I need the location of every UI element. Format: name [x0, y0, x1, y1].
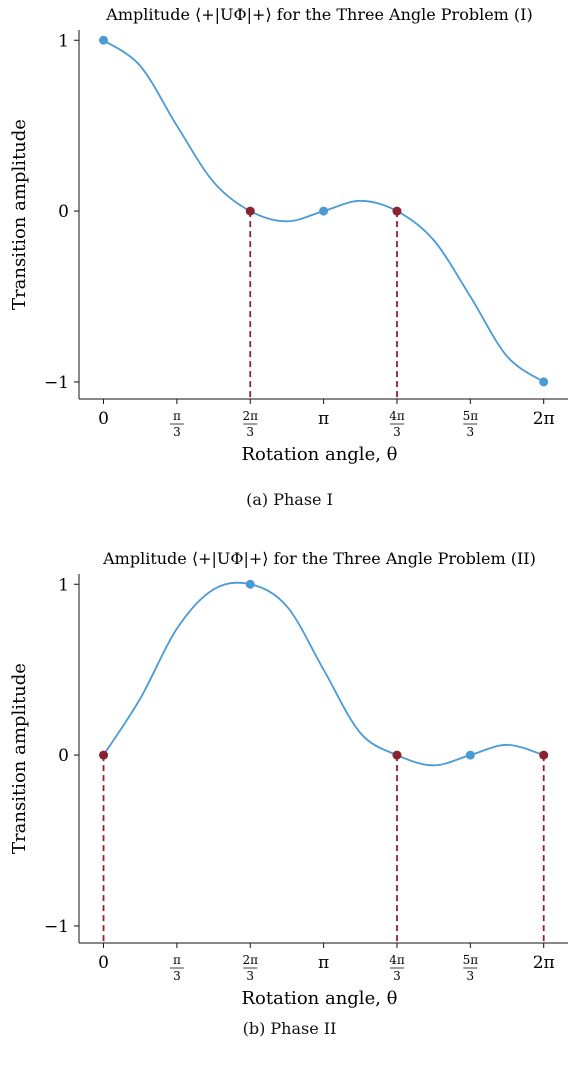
blue-point: [245, 579, 255, 589]
chart-title: Amplitude ⟨+|UΦ|+⟩ for the Three Angle P…: [105, 5, 532, 24]
chart-panel-phase-1: Amplitude ⟨+|UΦ|+⟩ for the Three Angle P…: [0, 0, 579, 527]
x-tick-numerator: π: [173, 409, 181, 423]
x-tick-denominator: 3: [173, 969, 181, 983]
x-tick-label: 2π: [533, 953, 555, 973]
x-tick-numerator: 4π: [389, 409, 405, 423]
blue-point: [465, 750, 475, 760]
red-point: [539, 750, 549, 760]
chart-title: Amplitude ⟨+|UΦ|+⟩ for the Three Angle P…: [102, 549, 536, 568]
chart-svg-phase-2: Amplitude ⟨+|UΦ|+⟩ for the Three Angle P…: [9, 549, 568, 1009]
blue-point: [539, 377, 549, 387]
x-tick-label: 5π3: [463, 409, 479, 439]
y-tick-label: 0: [58, 746, 69, 766]
y-tick-label: 1: [58, 575, 69, 595]
x-tick-denominator: 3: [246, 969, 254, 983]
x-tick-numerator: 5π: [463, 409, 479, 423]
series-line: [102, 581, 544, 767]
x-tick-label: 0: [98, 409, 109, 429]
x-tick-label: π3: [169, 409, 184, 439]
red-point: [99, 750, 109, 760]
x-tick-label: 4π3: [389, 953, 405, 983]
red-point: [245, 206, 255, 216]
x-tick-numerator: 5π: [463, 953, 479, 967]
x-tick-numerator: 4π: [389, 953, 405, 967]
red-point: [392, 206, 402, 216]
y-tick-label: −1: [44, 917, 69, 937]
chart-svg-phase-1: Amplitude ⟨+|UΦ|+⟩ for the Three Angle P…: [9, 5, 568, 465]
y-tick-label: 0: [58, 202, 69, 222]
x-tick-denominator: 3: [393, 425, 401, 439]
red-point: [392, 750, 402, 760]
x-tick-label: π: [318, 409, 329, 429]
x-tick-label: π: [318, 953, 329, 973]
x-tick-numerator: 2π: [242, 953, 258, 967]
y-axis-label: Transition amplitude: [9, 663, 30, 854]
x-axis-label: Rotation angle, θ: [241, 444, 397, 465]
y-tick-label: 1: [58, 31, 69, 51]
x-axis-label: Rotation angle, θ: [241, 988, 397, 1009]
blue-point: [319, 206, 329, 216]
x-tick-label: 2π3: [242, 409, 258, 439]
x-tick-denominator: 3: [393, 969, 401, 983]
chart-panel-phase-2: Amplitude ⟨+|UΦ|+⟩ for the Three Angle P…: [0, 544, 579, 1071]
x-tick-numerator: π: [173, 953, 181, 967]
chart-caption: (a) Phase I: [246, 490, 333, 509]
x-tick-denominator: 3: [246, 425, 254, 439]
x-tick-denominator: 3: [467, 425, 475, 439]
y-axis-label: Transition amplitude: [9, 119, 30, 310]
x-tick-denominator: 3: [173, 425, 181, 439]
x-tick-label: 2π3: [242, 953, 258, 983]
x-tick-label: 4π3: [389, 409, 405, 439]
chart-caption: (b) Phase II: [242, 1019, 337, 1038]
x-tick-label: 2π: [533, 409, 555, 429]
x-tick-label: 0: [98, 953, 109, 973]
y-tick-label: −1: [44, 373, 69, 393]
x-tick-numerator: 2π: [242, 409, 258, 423]
x-tick-label: π3: [169, 953, 184, 983]
x-tick-denominator: 3: [467, 969, 475, 983]
x-tick-label: 5π3: [463, 953, 479, 983]
blue-point: [99, 35, 109, 45]
